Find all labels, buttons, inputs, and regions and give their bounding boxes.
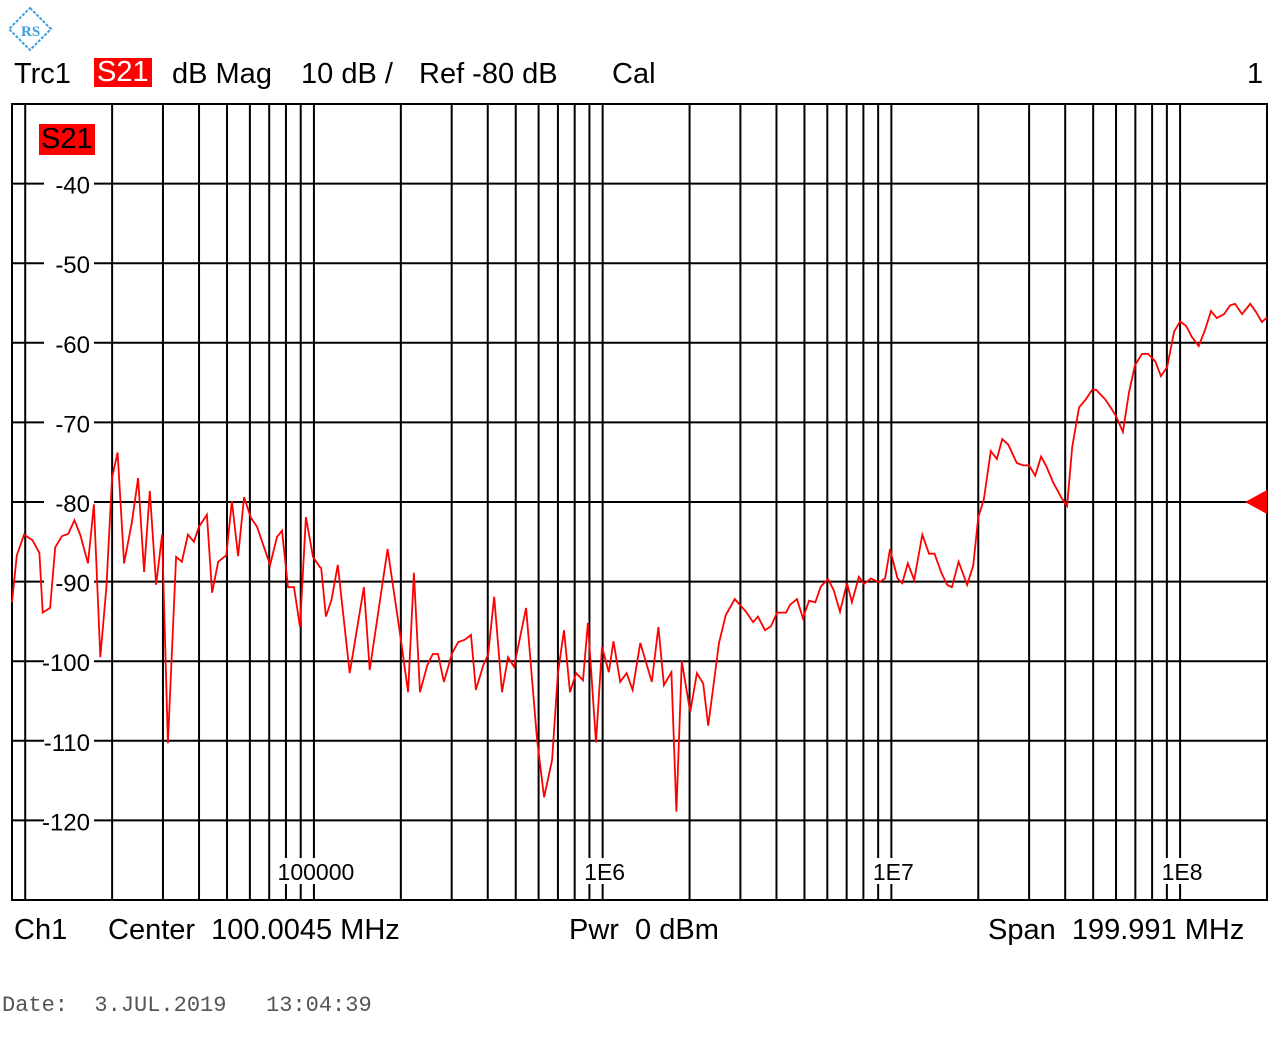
y-tick-label-bg bbox=[44, 170, 94, 197]
y-tick-label: -80 bbox=[55, 491, 90, 518]
span-frequency[interactable]: Span 199.991 MHz bbox=[988, 914, 1245, 946]
format-label[interactable]: dB Mag bbox=[172, 58, 272, 90]
scale-label[interactable]: 10 dB / bbox=[301, 58, 393, 90]
y-tick-label-bg bbox=[44, 250, 94, 277]
y-tick-label-bg bbox=[44, 807, 94, 834]
x-tick-label-bg bbox=[580, 858, 626, 884]
power-level[interactable]: Pwr 0 dBm bbox=[569, 914, 719, 946]
y-tick-label: -40 bbox=[55, 173, 90, 200]
y-tick-label-bg bbox=[44, 648, 94, 675]
x-tick-label: 1E6 bbox=[584, 859, 625, 885]
cal-status: Cal bbox=[612, 58, 656, 90]
x-tick-label: 100000 bbox=[278, 859, 355, 885]
y-tick-label: -60 bbox=[55, 332, 90, 359]
trace-label-badge: S21 bbox=[39, 123, 95, 155]
y-tick-label-bg bbox=[44, 727, 94, 754]
y-tick-label: -50 bbox=[55, 252, 90, 279]
y-tick-label: -70 bbox=[55, 411, 90, 438]
y-tick-label-bg bbox=[44, 489, 94, 515]
center-frequency[interactable]: Center 100.0045 MHz bbox=[108, 914, 400, 946]
y-tick-label: -110 bbox=[44, 730, 90, 757]
ref-level-label[interactable]: Ref -80 dB bbox=[419, 58, 558, 90]
y-tick-label: -100 bbox=[42, 650, 90, 677]
ref-level-marker-icon bbox=[1245, 490, 1267, 514]
date-stamp: Date: 3.JUL.2019 13:04:39 bbox=[2, 993, 372, 1018]
x-tick-label-bg bbox=[868, 858, 914, 884]
trace-name: Trc1 bbox=[14, 58, 71, 90]
x-tick-label-bg bbox=[1157, 858, 1203, 884]
y-tick-label: -120 bbox=[42, 809, 90, 836]
y-tick-label-bg bbox=[44, 409, 94, 436]
measured-parameter-badge[interactable]: S21 bbox=[94, 58, 152, 87]
channel-label: Ch1 bbox=[14, 914, 68, 946]
svg-text:RS: RS bbox=[21, 24, 40, 40]
x-tick-label: 1E8 bbox=[1162, 859, 1203, 885]
x-tick-label-bg bbox=[271, 858, 356, 884]
window-number: 1 bbox=[1247, 58, 1264, 90]
y-tick-label-bg bbox=[44, 329, 94, 356]
y-tick-label: -90 bbox=[55, 571, 90, 598]
x-tick-label: 1E7 bbox=[873, 859, 914, 885]
s21-trace-line bbox=[11, 302, 1268, 812]
rohde-schwarz-logo: RS bbox=[7, 6, 53, 52]
